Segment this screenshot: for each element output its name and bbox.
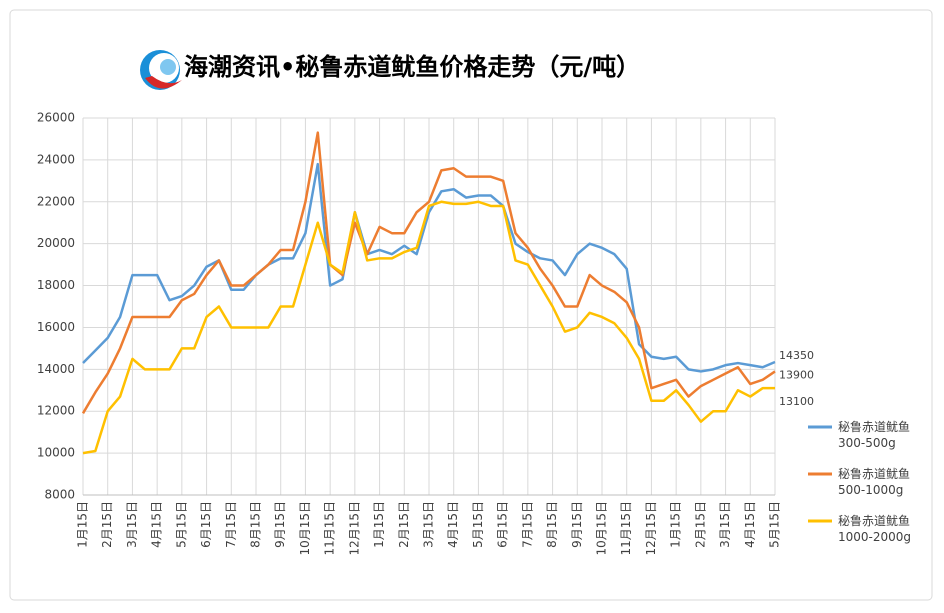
x-tick-label: 2月15日 — [100, 501, 114, 548]
frame — [9, 9, 933, 601]
x-tick-label: 7月15日 — [520, 501, 534, 548]
x-tick-label: 8月15日 — [545, 501, 559, 548]
x-tick-label: 4月15日 — [743, 501, 757, 548]
y-tick-label: 18000 — [37, 278, 75, 292]
y-tick-label: 10000 — [37, 446, 75, 460]
series-line — [81, 131, 776, 414]
x-tick-label: 1月15日 — [372, 501, 386, 548]
legend-label: 秘鲁赤道鱿鱼300-500g — [838, 420, 911, 450]
x-tick-label: 1月15日 — [76, 501, 90, 548]
y-tick-label: 20000 — [37, 236, 75, 250]
x-tick-label: 1月15日 — [669, 501, 683, 548]
x-tick-label: 6月15日 — [496, 501, 510, 548]
x-tick-label: 2月15日 — [693, 501, 707, 548]
x-tick-label: 11月15日 — [619, 501, 633, 556]
legend-label: 秘鲁赤道鱿鱼1000-2000g — [838, 514, 912, 544]
x-tick-label: 9月15日 — [570, 501, 584, 548]
y-tick-label: 12000 — [37, 404, 75, 418]
x-tick-label: 12月15日 — [644, 501, 658, 556]
x-tick-label: 10月15日 — [595, 501, 609, 556]
y-tick-label: 14000 — [37, 362, 75, 376]
y-tick-label: 24000 — [37, 152, 75, 166]
logo — [140, 50, 182, 90]
x-tick-label: 10月15日 — [298, 501, 312, 556]
y-tick-label: 8000 — [44, 488, 75, 502]
x-tick-label: 4月15日 — [446, 501, 460, 548]
x-tick-label: 5月15日 — [768, 501, 782, 548]
data-label: 14350 — [779, 349, 814, 362]
x-tick-label: 3月15日 — [422, 501, 436, 548]
legend-label: 秘鲁赤道鱿鱼500-1000g — [838, 467, 911, 497]
y-tick-label: 22000 — [37, 194, 75, 208]
x-tick-label: 2月15日 — [397, 501, 411, 548]
x-tick-label: 12月15日 — [347, 501, 361, 556]
x-tick-label: 7月15日 — [224, 501, 238, 548]
y-tick-label: 26000 — [37, 111, 75, 125]
data-label: 13900 — [779, 368, 814, 381]
x-tick-label: 3月15日 — [125, 501, 139, 548]
x-tick-label: 9月15日 — [273, 501, 287, 548]
x-tick-label: 5月15日 — [174, 501, 188, 548]
x-tick-label: 6月15日 — [199, 501, 213, 548]
x-tick-label: 3月15日 — [718, 501, 732, 548]
series-line — [82, 162, 776, 373]
x-tick-label: 4月15日 — [150, 501, 164, 548]
chart-title: 海潮资讯•秘鲁赤道鱿鱼价格走势（元/吨） — [184, 53, 640, 81]
x-tick-label: 11月15日 — [323, 501, 337, 556]
x-tick-label: 5月15日 — [471, 501, 485, 548]
data-label: 13100 — [779, 395, 814, 408]
x-tick-label: 8月15日 — [249, 501, 263, 548]
series-line — [82, 200, 775, 455]
y-tick-label: 16000 — [37, 320, 75, 334]
